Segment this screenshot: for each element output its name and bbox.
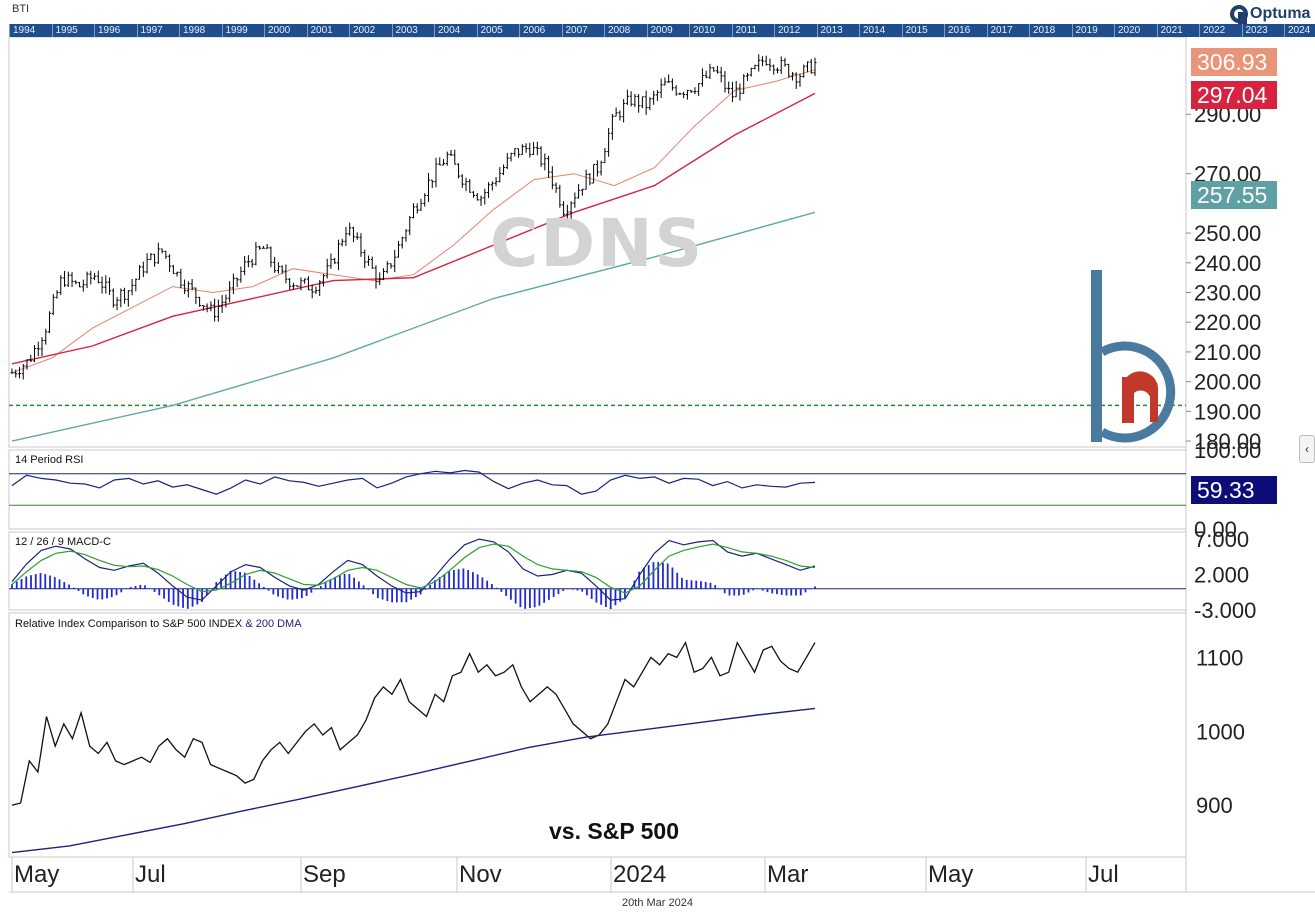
panel-frame (8, 531, 1187, 611)
y-axes: 180.00 190.00 200.00 210.00 220.00 230.00 240.… (1186, 102, 1261, 818)
price-tag-ma-mid: 297.04 (1191, 81, 1277, 109)
timeline-year[interactable]: 1995 (51, 24, 98, 37)
timeline-year[interactable]: 1997 (136, 24, 183, 37)
x-tick-label: May (14, 861, 59, 888)
moving-average-mid (11, 92, 816, 365)
relative-line (11, 640, 816, 806)
timeline-year[interactable]: 2020 (1114, 24, 1160, 37)
timeline-year[interactable]: 2016 (944, 24, 990, 37)
macd-line (11, 538, 816, 601)
timeline-year[interactable]: 2007 (561, 24, 608, 37)
macd-tick-label: 7.000 (1194, 527, 1249, 552)
rsi-line (11, 469, 816, 495)
timeline-year[interactable]: 2001 (306, 24, 353, 37)
timeline-year[interactable]: 2008 (604, 24, 650, 37)
footer-date: 20th Mar 2024 (622, 897, 693, 909)
x-tick-label: Jul (135, 861, 166, 888)
timeline-year[interactable]: 2012 (774, 24, 820, 37)
panel-frame (8, 37, 1187, 448)
relative-dma-label: & 200 DMA (245, 618, 302, 630)
timeline-year[interactable]: 2004 (434, 24, 480, 37)
macd-tick-label: -3.000 (1194, 598, 1256, 623)
optuma-logo: Optuma (1228, 3, 1315, 25)
price-tick-label: 190.00 (1194, 399, 1261, 424)
timeline-year[interactable]: 2010 (689, 24, 735, 37)
relative-tick-label: 900 (1196, 793, 1233, 818)
timeline-year[interactable]: 1999 (221, 24, 268, 37)
timeline-year[interactable]: 2017 (986, 24, 1033, 37)
timeline-year[interactable]: 2021 (1156, 24, 1203, 37)
brand-mark-stem (1091, 270, 1102, 442)
timeline-year[interactable]: 2014 (859, 24, 905, 37)
x-tick-label: 2024 (613, 861, 666, 888)
price-tick-label: 220.00 (1194, 310, 1261, 335)
x-tick-label: Mar (767, 861, 808, 888)
moving-average-short (11, 69, 816, 374)
price-tick-label: 240.00 (1194, 251, 1261, 276)
x-tick-label: May (928, 861, 973, 888)
macd-panel (9, 538, 1186, 610)
relative-panel (11, 640, 816, 854)
timeline-year[interactable]: 1996 (94, 24, 140, 37)
timeline-bar[interactable]: 1994 1995 1996 1997 1998 1999 2000 2001 2002 2003… (9, 24, 1315, 37)
macd-label: 12 / 26 / 9 MACD-C (15, 536, 111, 548)
page-label: BTI (12, 3, 30, 15)
symbol-watermark: CDNS (490, 205, 704, 282)
timeline-year[interactable]: 2024 (1284, 24, 1315, 37)
brand-mark (1091, 270, 1176, 443)
relative-label-text: Relative Index Comparison to S&P 500 IND… (15, 618, 243, 630)
comparison-caption: vs. S&P 500 (549, 818, 680, 844)
brand-mark-red-arc (1122, 371, 1159, 422)
macd-tick-label: 2.000 (1194, 563, 1249, 588)
relative-tick-label: 1100 (1196, 645, 1243, 670)
x-axis: May Jul Sep Nov 2024 Mar May Jul (11, 857, 1119, 892)
brand-mark-arc (1099, 341, 1176, 443)
price-tag-ma-long: 257.55 (1191, 181, 1277, 209)
price-tick-label: 180.00 (1194, 429, 1261, 454)
price-tick-label: 200.00 (1194, 370, 1261, 395)
timeline-year[interactable]: 2022 (1199, 24, 1245, 37)
optuma-logo-icon (1230, 5, 1248, 25)
relative-dma-line (11, 707, 816, 854)
macd-signal-line (11, 543, 816, 594)
price-tick-label: 230.00 (1194, 281, 1261, 306)
timeline-year[interactable]: 1998 (179, 24, 225, 37)
timeline-year[interactable]: 1994 (9, 24, 55, 37)
x-tick-label: Nov (459, 861, 502, 888)
timeline-year[interactable]: 2005 (476, 24, 523, 37)
price-tick-label: 250.00 (1194, 221, 1261, 246)
timeline-year[interactable]: 2013 (816, 24, 863, 37)
timeline-year[interactable]: 2009 (646, 24, 693, 37)
optuma-logo-text: Optuma (1250, 5, 1311, 22)
timeline-year[interactable]: 2002 (349, 24, 395, 37)
timeline-year[interactable]: 2015 (901, 24, 948, 37)
timeline-year[interactable]: 2006 (519, 24, 565, 37)
x-tick-label: Jul (1088, 861, 1119, 888)
relative-label: Relative Index Comparison to S&P 500 IND… (15, 618, 302, 630)
timeline-year[interactable]: 2023 (1241, 24, 1288, 37)
price-tick-label: 210.00 (1194, 340, 1261, 365)
rsi-tick-label: 100.00 (1194, 438, 1261, 463)
rsi-label: 14 Period RSI (15, 454, 84, 466)
relative-tick-label: 1000 (1196, 719, 1245, 744)
moving-average-long (11, 211, 816, 442)
rsi-tick-label: 0.00 (1194, 517, 1237, 542)
timeline-year[interactable]: 2011 (731, 24, 778, 37)
timeline-year[interactable]: 2018 (1029, 24, 1075, 37)
collapse-panel-button[interactable]: ‹ (1299, 435, 1315, 463)
chart-area: 180.00 190.00 200.00 210.00 220.00 230.00 240.… (8, 37, 1315, 893)
x-tick-label: Sep (303, 861, 346, 888)
timeline-year[interactable]: 2019 (1071, 24, 1118, 37)
rsi-value-tag: 59.33 (1191, 476, 1277, 504)
price-tag-last: 306.93 (1191, 48, 1277, 76)
rsi-panel (9, 469, 1186, 506)
timeline-year[interactable]: 2000 (264, 24, 310, 37)
timeline-year[interactable]: 2003 (391, 24, 438, 37)
price-panel (9, 54, 1186, 442)
